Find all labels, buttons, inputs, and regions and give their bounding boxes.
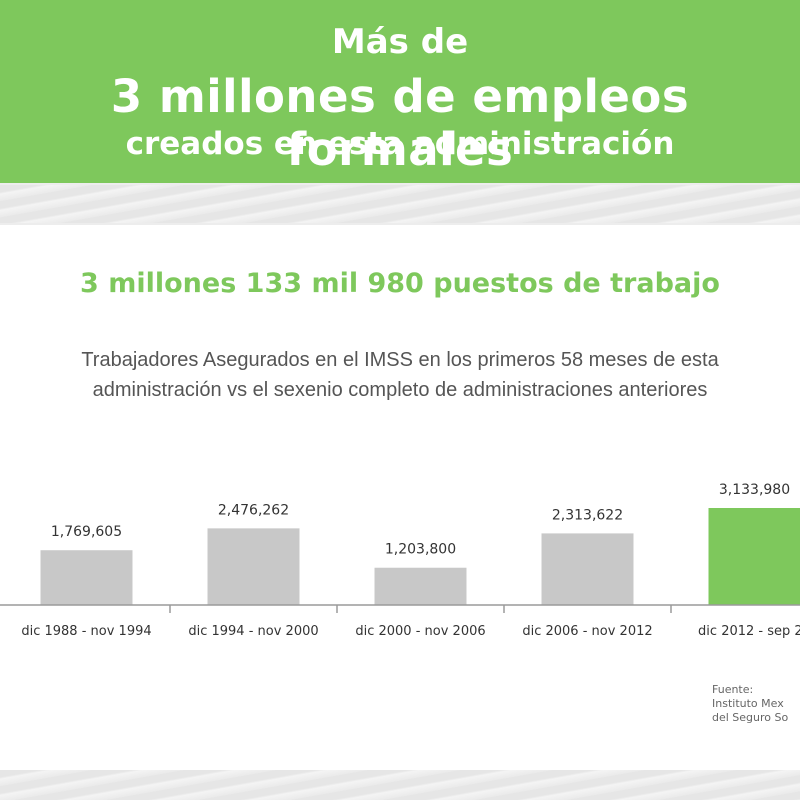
bar-chart: 1,769,605 dic 1988 - nov 1994 2,476,262 dic… [0,482,800,639]
banner-line-3: creados en esta administración [125,126,675,162]
value-label-1: 1,769,605 [51,524,122,540]
source-line-3: del Seguro So [712,711,789,724]
title-banner: Más de 3 millones de empleos formales cr… [0,0,800,183]
source-note: Fuente: Instituto Mex del Seguro So [712,683,788,725]
bar-2 [207,528,300,605]
banner-line-2: 3 millones de empleos formales [110,70,690,176]
subtitle-line-2: administración vs el sexenio completo de… [92,379,708,401]
texture-band-bottom [0,770,800,800]
category-label-4: dic 2006 - nov 2012 [522,624,652,639]
source-label: Fuente: [712,683,754,696]
bar-4 [541,533,634,605]
content-panel [0,225,800,770]
value-label-3: 1,203,800 [385,542,456,558]
bar-3 [374,567,467,605]
source-line-2: Instituto Mex [712,697,784,710]
value-label-5: 3,133,980 [719,482,790,498]
chart-subtitle: Trabajadores Asegurados en el IMSS en lo… [0,345,800,405]
category-label-3: dic 2000 - nov 2006 [355,624,485,639]
category-label-5: dic 2012 - sep 20 [698,624,800,639]
banner-line-1: Más de [331,22,469,62]
bar-1 [40,550,133,605]
category-label-2: dic 1994 - nov 2000 [188,624,318,639]
subtitle-line-1: Trabajadores Asegurados en el IMSS en lo… [81,349,719,371]
value-label-4: 2,313,622 [552,507,623,523]
headline: 3 millones 133 mil 980 puestos de trabaj… [80,268,720,299]
bar-5 [708,508,800,605]
category-label-1: dic 1988 - nov 1994 [21,624,151,639]
texture-band-top [0,185,800,223]
value-label-2: 2,476,262 [218,502,289,518]
